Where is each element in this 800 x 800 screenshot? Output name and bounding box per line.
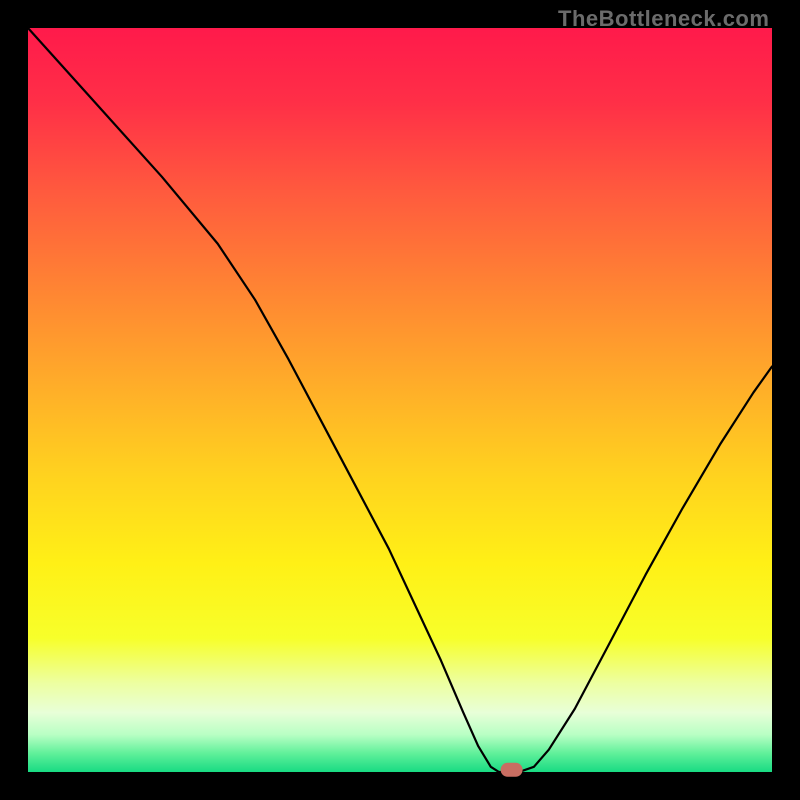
plot-gradient bbox=[28, 28, 772, 772]
watermark-text: TheBottleneck.com bbox=[558, 6, 769, 32]
optimal-point-marker bbox=[501, 763, 523, 777]
